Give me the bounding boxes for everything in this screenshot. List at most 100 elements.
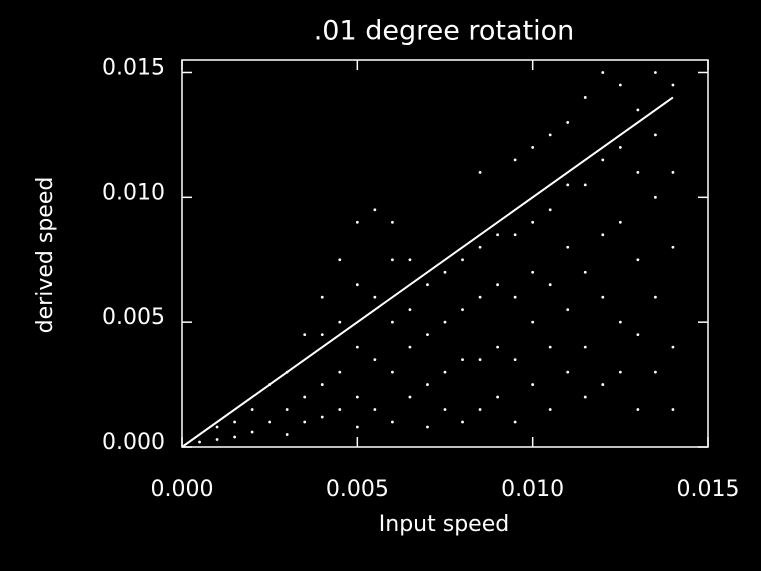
scatter-point — [443, 408, 447, 411]
scatter-point — [461, 358, 464, 362]
scatter-point — [566, 245, 570, 249]
scatter-point — [496, 283, 499, 287]
scatter-point — [303, 333, 307, 337]
scatter-point — [636, 258, 640, 262]
scatter-point — [654, 195, 657, 199]
scatter-point — [618, 145, 622, 149]
scatter-point — [671, 170, 675, 174]
scatter-point — [618, 370, 622, 374]
scatter-point — [636, 108, 640, 112]
scatter-point — [320, 333, 324, 337]
scatter-point — [566, 308, 570, 312]
scatter-point — [601, 295, 605, 299]
scatter-point — [408, 258, 412, 262]
scatter-point — [268, 420, 272, 424]
x-tick-label: 0.015 — [677, 477, 740, 502]
scatter-point — [338, 370, 342, 374]
scatter-point — [443, 320, 447, 324]
scatter-point — [618, 220, 622, 224]
scatter-point — [601, 233, 605, 237]
scatter-point — [391, 370, 394, 374]
scatter-point — [636, 333, 640, 337]
scatter-point — [320, 295, 324, 299]
scatter-point — [303, 420, 307, 424]
scatter-point — [601, 71, 605, 74]
scatter-point — [320, 415, 324, 419]
scatter-point — [548, 133, 552, 137]
x-tick-label: 0.010 — [501, 477, 564, 502]
scatter-point — [355, 395, 359, 399]
scatter-point — [671, 83, 675, 87]
y-tick-label: 0.010 — [102, 180, 165, 205]
scatter-point — [461, 420, 464, 424]
scatter-point — [654, 370, 657, 374]
scatter-point — [478, 295, 482, 299]
scatter-point — [531, 270, 535, 274]
scatter-point — [198, 440, 201, 444]
y-tick-label: 0.015 — [102, 55, 165, 80]
scatter-point — [355, 283, 359, 287]
scatter-point — [355, 425, 359, 429]
chart-title: .01 degree rotation — [314, 16, 575, 47]
scatter-point — [548, 408, 552, 411]
scatter-point — [636, 170, 640, 174]
scatter-point — [443, 370, 447, 374]
scatter-point — [671, 245, 675, 249]
scatter-point — [408, 308, 412, 312]
scatter-point — [636, 408, 640, 411]
scatter-point — [320, 383, 324, 386]
scatter-point — [671, 345, 675, 349]
scatter-point — [461, 308, 464, 312]
scatter-point — [531, 220, 535, 224]
scatter-point — [426, 383, 429, 386]
scatter-point — [338, 408, 342, 411]
scatter-point — [391, 420, 394, 424]
scatter-point — [373, 208, 377, 212]
scatter-point — [531, 383, 535, 386]
scatter-point — [601, 158, 605, 162]
scatter-point — [215, 425, 219, 429]
scatter-point — [285, 433, 289, 436]
scatter-point — [513, 295, 517, 299]
scatter-point — [373, 295, 377, 299]
scatter-point — [583, 270, 587, 274]
scatter-point — [601, 383, 605, 386]
scatter-point — [250, 408, 254, 411]
scatter-point — [654, 133, 657, 137]
x-tick-label: 0.000 — [151, 477, 214, 502]
scatter-point — [513, 233, 517, 237]
scatter-point — [250, 430, 254, 434]
scatter-point — [583, 345, 587, 349]
scatter-point — [496, 233, 499, 237]
scatter-point — [496, 395, 499, 399]
fit-line — [181, 96, 674, 448]
scatter-point — [233, 435, 237, 439]
scatter-point — [654, 71, 657, 74]
scatter-point — [426, 333, 429, 337]
scatter-point — [303, 395, 307, 399]
scatter-point — [654, 295, 657, 299]
scatter-point — [548, 208, 552, 212]
scatter-point — [548, 345, 552, 349]
scatter-point — [478, 245, 482, 249]
scatter-point — [513, 358, 517, 362]
scatter-point — [338, 258, 342, 262]
scatter-point — [566, 121, 570, 124]
scatter-point — [391, 220, 394, 224]
scatter-point — [373, 408, 377, 411]
scatter-point — [426, 283, 429, 287]
scatter-point — [566, 370, 570, 374]
plot-frame — [181, 59, 709, 448]
scatter-point — [513, 420, 517, 424]
scatter-point — [408, 345, 412, 349]
scatter-point — [618, 320, 622, 324]
scatter-point — [461, 258, 464, 262]
scatter-point — [548, 283, 552, 287]
scatter-point — [478, 358, 482, 362]
scatter-point — [355, 220, 359, 224]
scatter-point — [373, 358, 377, 362]
scatter-point — [583, 183, 587, 187]
